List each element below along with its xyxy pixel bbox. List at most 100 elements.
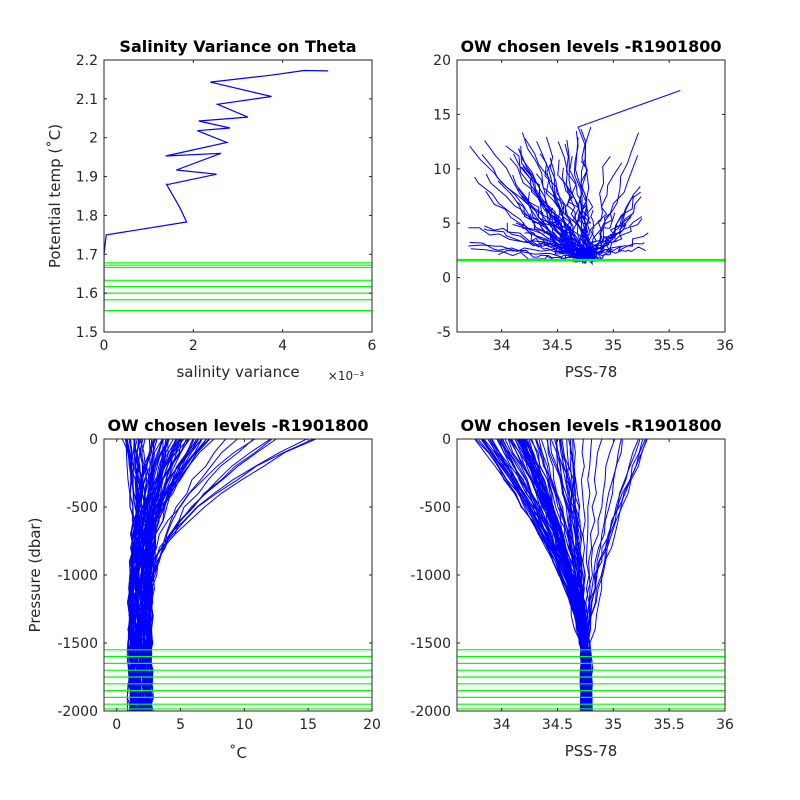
profile-line [137,439,177,711]
x-tick-label: 34.5 [542,717,573,733]
profile-line [146,439,167,711]
x-tick-label: 35.5 [654,338,685,354]
x-tick-label: 0 [112,717,121,733]
y-tick-label: -1000 [410,568,451,584]
x-tick-label: 35 [604,338,622,354]
profile-line [140,439,203,711]
ax1-title: Salinity Variance on Theta [119,37,356,56]
y-tick-label: 1.6 [76,286,98,302]
y-tick-label: 10 [433,162,451,178]
profile-line [521,439,586,711]
x-tick-label: 2 [189,338,198,354]
profile-line [558,439,591,711]
ax3-clipped-marks [104,439,372,711]
profile-line [509,157,594,260]
profile-line [146,439,227,711]
y-tick-label: 1.8 [76,208,98,224]
y-tick-label: 1.5 [76,325,98,341]
x-tick-label: 20 [363,717,381,733]
profile-line [538,439,591,711]
profile-line [518,149,592,262]
ax2-title: OW chosen levels -R1901800 [460,37,721,56]
ax4-ticks: 34 34.5 35 35.5 36 -2000 -1500 -1000 -500 0 [410,432,734,733]
y-tick-label: 5 [442,216,451,232]
ax1-frame [103,59,373,333]
y-tick-label: -5 [437,325,451,341]
profile-line [527,191,581,258]
y-tick-label: 0 [442,432,451,448]
profile-line [128,439,152,711]
x-tick-label: 36 [716,338,734,354]
salinity-variance-axes: Salinity Variance on Theta 0 2 4 6 1.5 1.6 1.7… [46,37,377,383]
ax2-plot-marks [457,90,725,265]
ax1-x-exponent: ×10⁻³ [328,369,365,383]
y-tick-label: 15 [433,107,451,123]
y-tick-label: -1500 [57,636,98,652]
profile-line [557,141,595,261]
y-tick-label: 20 [433,53,451,69]
ax1-ticks: 0 2 4 6 1.5 1.6 1.7 1.8 1.9 2 2.1 2.2 [76,53,377,354]
ax3-xlabel: ˚C [229,744,247,762]
ax3-title: OW chosen levels -R1901800 [107,416,368,435]
y-tick-label: -2000 [57,704,98,720]
profile-line [521,132,590,255]
profile-line [138,439,308,711]
ax3-plot-marks [104,439,372,711]
x-tick-label: 35.5 [654,717,685,733]
ax2-ticks: 34 34.5 35 35.5 36 -5 0 5 10 15 20 [433,53,734,354]
x-tick-label: 10 [235,717,253,733]
y-tick-label: 2.1 [76,92,98,108]
x-tick-label: 34 [493,338,511,354]
profile-line [469,241,594,259]
ax2-clipped-marks [457,90,725,265]
ax2-xlabel: PSS-78 [565,363,618,381]
profile-line [137,439,152,711]
profile-line [514,439,590,711]
y-tick-label: 2.2 [76,53,98,69]
y-tick-label: -1000 [57,568,98,584]
profile-line [553,191,586,256]
y-tick-label: -2000 [410,704,451,720]
ax1-ylabel: Potential temp (˚C) [46,124,64,268]
ax1-xlabel: salinity variance [176,363,299,381]
y-tick-label: 1.7 [76,247,98,263]
x-tick-label: 36 [716,717,734,733]
y-tick-label: 0 [89,432,98,448]
y-tick-label: 2 [89,131,98,147]
temperature-profile-axes: OW chosen levels -R1901800 0 5 10 15 20 -2000… [26,416,381,762]
series-line [104,69,329,309]
ax4-xlabel: PSS-78 [565,742,618,760]
y-tick-label: -1500 [410,636,451,652]
ax1-plot-marks [104,69,372,312]
x-tick-label: 5 [176,717,185,733]
profile-line [588,216,643,257]
ax3-ticks: 0 5 10 15 20 -2000 -1500 -1000 -500 0 [57,432,381,733]
ax2-frame [456,59,726,333]
profile-line [124,439,138,711]
profile-line [588,211,635,263]
ax3-ylabel: Pressure (dbar) [26,518,44,633]
x-tick-label: 34 [493,717,511,733]
profile-line [143,439,169,711]
profile-line [128,439,142,711]
profile-line [130,439,142,711]
x-tick-label: 6 [368,338,377,354]
ax4-plot-marks [457,439,725,711]
x-tick-label: 34.5 [542,338,573,354]
profile-line [550,439,589,711]
profile-line [131,439,169,711]
profile-line [580,128,594,259]
profile-line [128,439,169,711]
y-tick-label: 1.9 [76,170,98,186]
profile-line [483,439,591,711]
profile-line [585,156,611,254]
x-tick-label: 35 [604,717,622,733]
x-tick-label: 0 [100,338,109,354]
y-tick-label: 0 [442,271,451,287]
ax1-clipped-marks [104,69,372,312]
profile-line [147,439,181,711]
ax4-clipped-marks [457,439,725,711]
ts-diagram-axes: OW chosen levels -R1901800 34 34.5 35 35.5 3… [433,37,734,381]
